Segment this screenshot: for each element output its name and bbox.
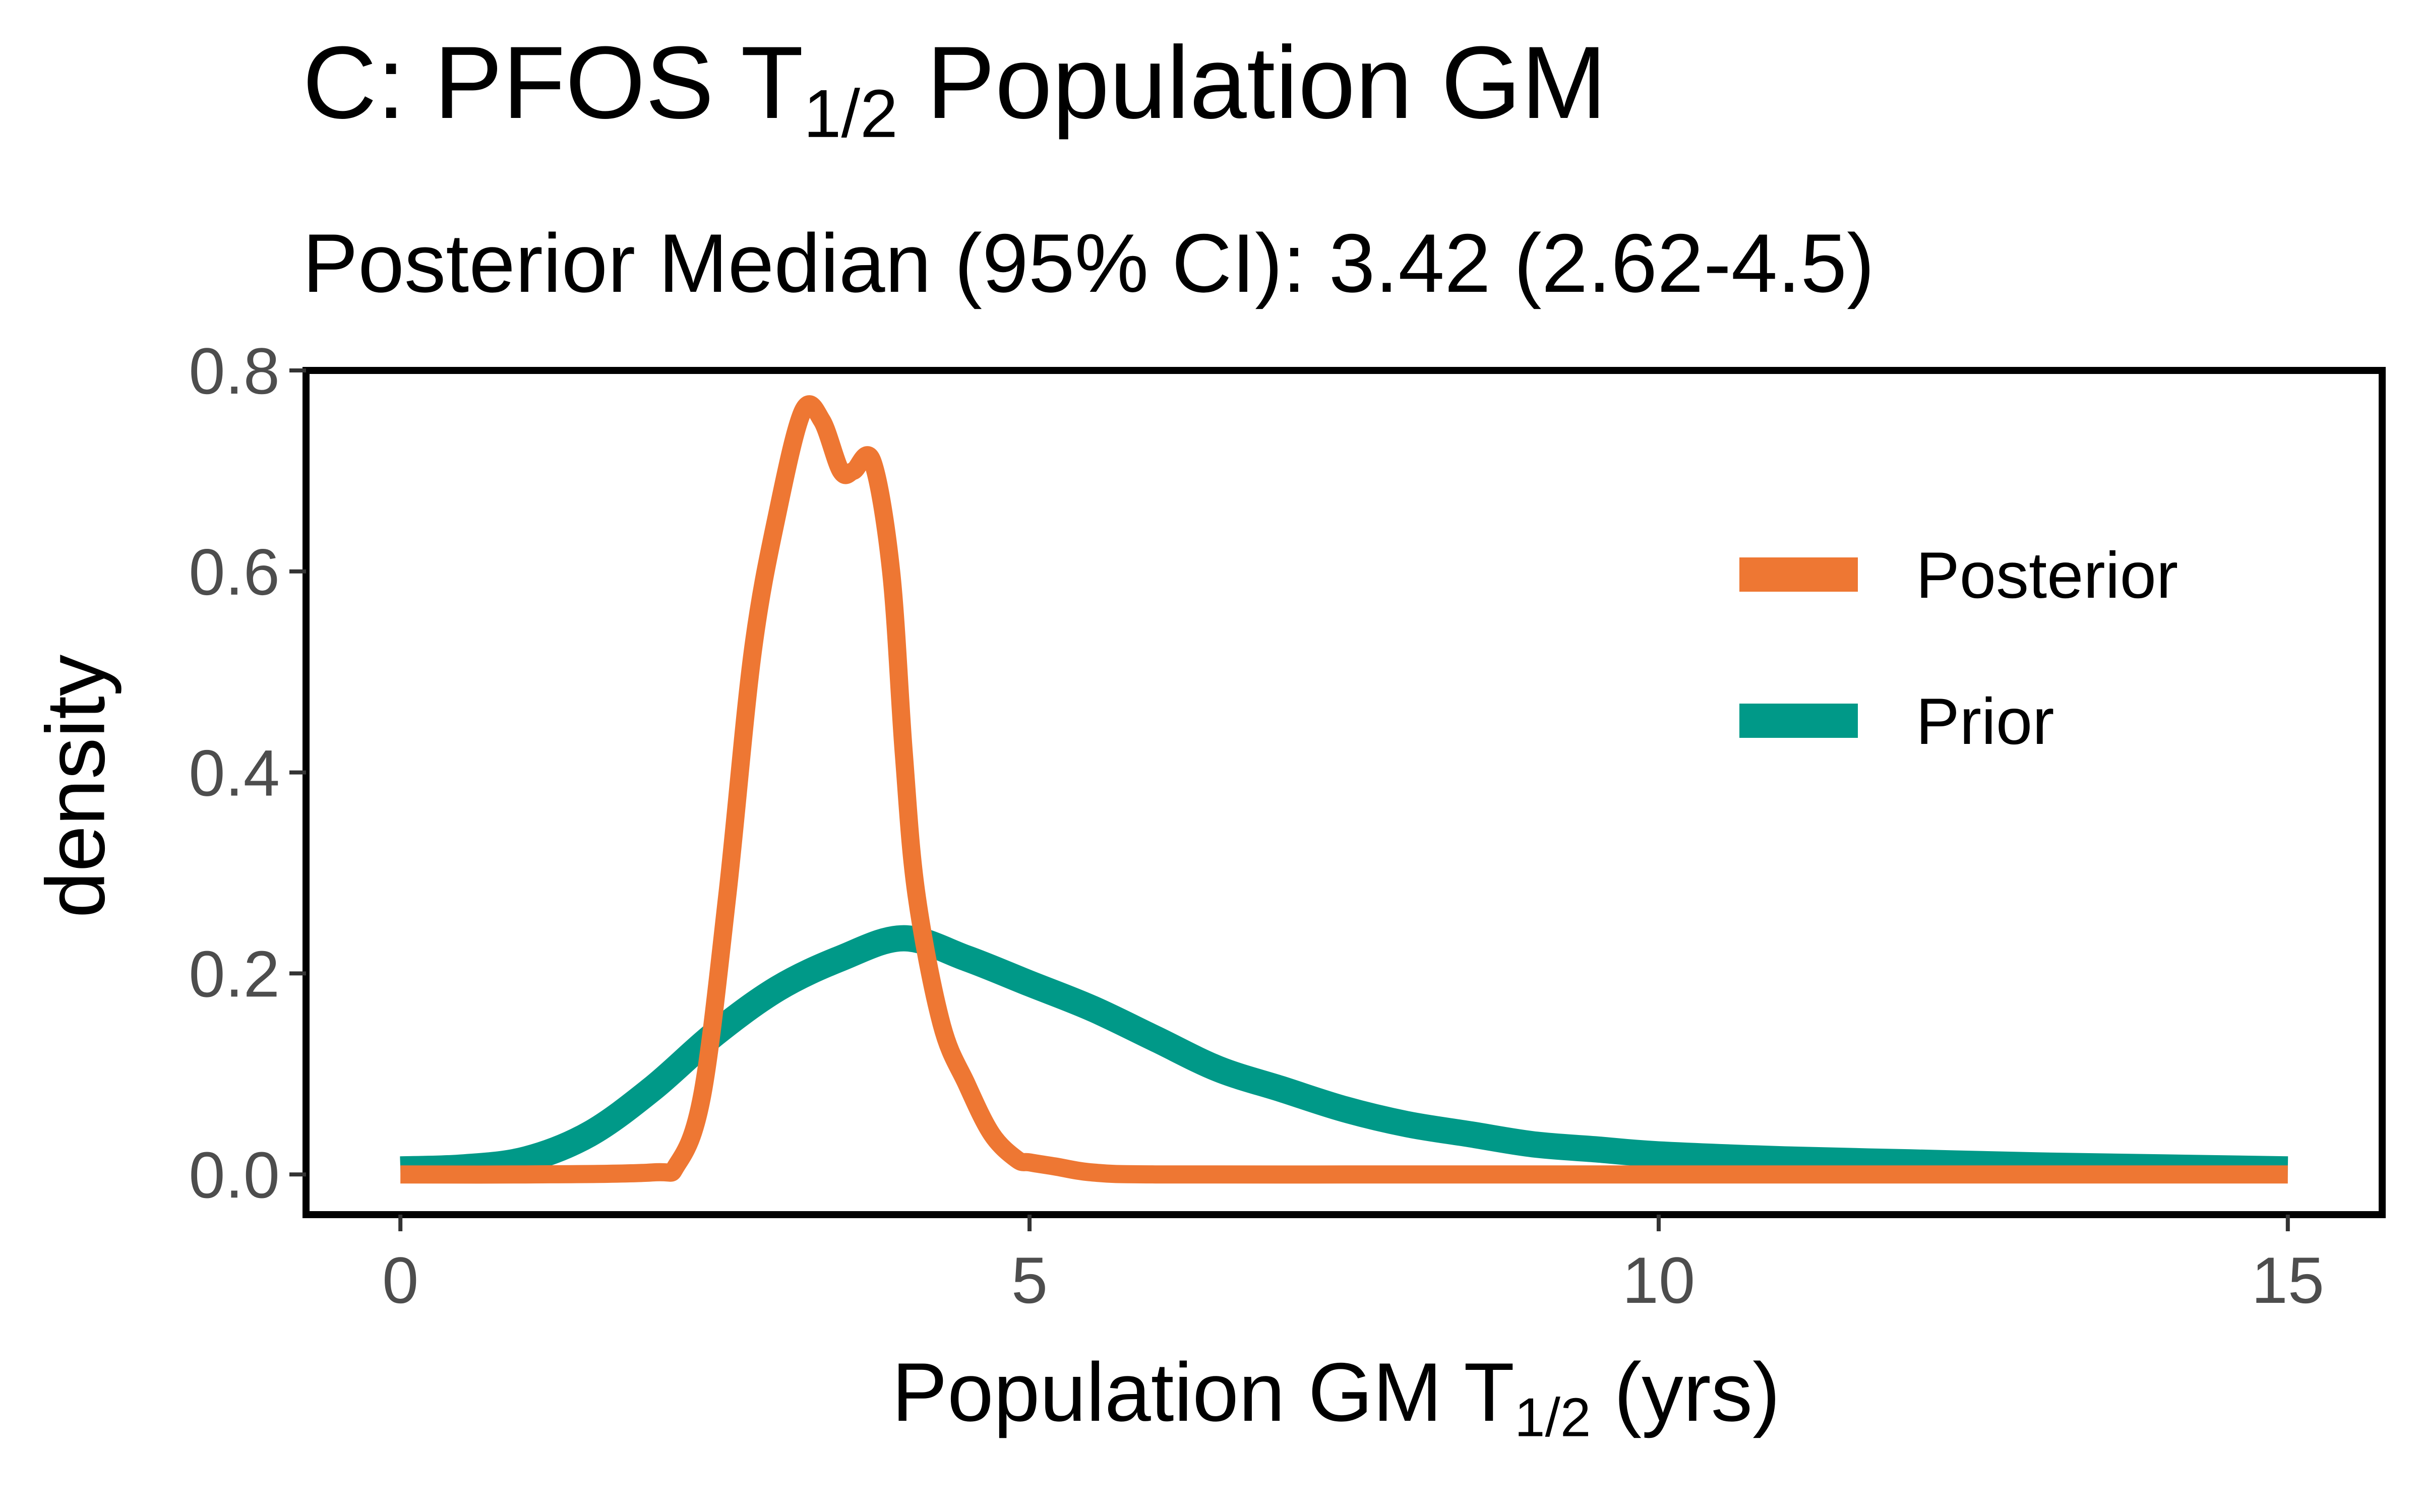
y-tick-label: 0.4: [189, 736, 280, 810]
y-tick-label: 0.0: [189, 1138, 280, 1212]
y-axis-label: density: [29, 654, 122, 918]
x-tick-label: 15: [2252, 1243, 2325, 1317]
y-tick-label: 0.6: [189, 535, 280, 609]
series-line-prior: [400, 925, 2288, 1183]
legend-label-posterior: Posterior: [1916, 538, 2178, 612]
x-axis-label: Population GM T1/2 (yrs): [891, 1346, 1781, 1448]
series-line-posterior: [400, 395, 2288, 1184]
legend-label-prior: Prior: [1916, 684, 2054, 758]
plot-panel-border: [302, 367, 2386, 1218]
y-tick-label: 0.2: [189, 937, 280, 1011]
chart-subtitle: Posterior Median (95% CI): 3.42 (2.62-4.…: [302, 217, 1875, 309]
x-tick-label: 0: [382, 1243, 418, 1317]
y-tick-label: 0.8: [189, 334, 280, 408]
x-tick-label: 5: [1011, 1243, 1048, 1317]
x-tick-label: 10: [1622, 1243, 1696, 1317]
chart-title: C: PFOS T1/2 Population GM: [302, 25, 1607, 152]
